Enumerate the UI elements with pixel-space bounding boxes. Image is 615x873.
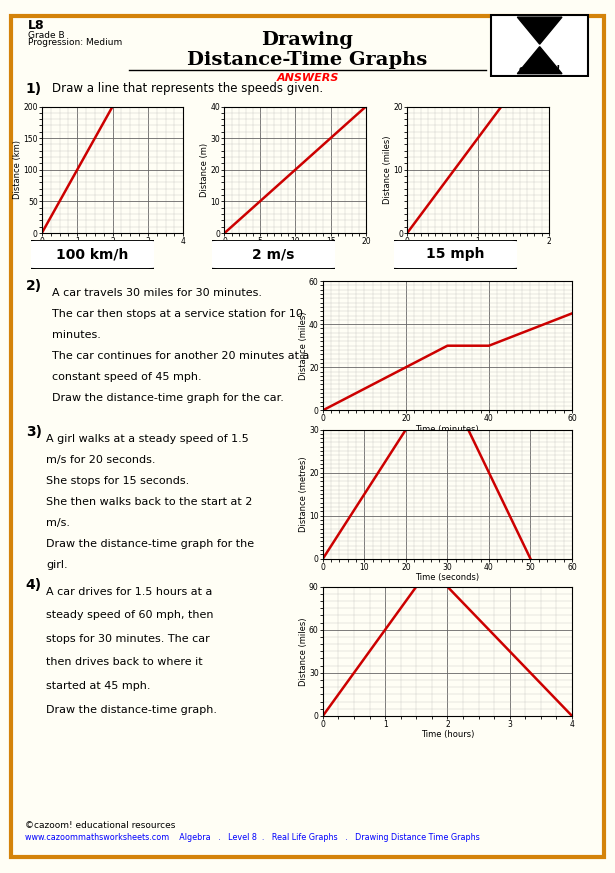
Text: A car drives for 1.5 hours at a: A car drives for 1.5 hours at a bbox=[46, 587, 213, 596]
Text: Draw a line that represents the speeds given.: Draw a line that represents the speeds g… bbox=[52, 82, 323, 95]
Text: 100 km/h: 100 km/h bbox=[56, 247, 129, 262]
FancyBboxPatch shape bbox=[389, 240, 522, 269]
Text: She then walks back to the start at 2: She then walks back to the start at 2 bbox=[46, 497, 253, 506]
Text: 4): 4) bbox=[26, 578, 42, 592]
Text: 1): 1) bbox=[26, 82, 42, 96]
Text: www.cazoommathsworksheets.com    Algebra   .   Level 8  .   Real Life Graphs   .: www.cazoommathsworksheets.com Algebra . … bbox=[25, 833, 479, 842]
Text: ANSWERS: ANSWERS bbox=[276, 73, 339, 83]
Y-axis label: Distance (miles): Distance (miles) bbox=[383, 135, 392, 204]
FancyBboxPatch shape bbox=[491, 15, 589, 76]
X-axis label: Time (hours): Time (hours) bbox=[86, 248, 139, 257]
X-axis label: Time (hours): Time (hours) bbox=[421, 731, 474, 739]
X-axis label: Time (hours): Time (hours) bbox=[451, 248, 504, 257]
Text: then drives back to where it: then drives back to where it bbox=[46, 657, 203, 667]
Text: started at 45 mph.: started at 45 mph. bbox=[46, 681, 151, 691]
Polygon shape bbox=[517, 46, 562, 73]
Text: 15 mph: 15 mph bbox=[426, 247, 485, 262]
Text: Draw the distance-time graph.: Draw the distance-time graph. bbox=[46, 705, 217, 714]
Text: cazoom!: cazoom! bbox=[518, 65, 561, 74]
Text: ©cazoom! educational resources: ©cazoom! educational resources bbox=[25, 821, 175, 829]
Text: stops for 30 minutes. The car: stops for 30 minutes. The car bbox=[46, 634, 210, 643]
Text: girl.: girl. bbox=[46, 560, 68, 569]
Text: constant speed of 45 mph.: constant speed of 45 mph. bbox=[52, 372, 202, 382]
Y-axis label: Distance (miles): Distance (miles) bbox=[298, 312, 308, 380]
Y-axis label: Distance (m): Distance (m) bbox=[200, 143, 209, 196]
Text: Drawing: Drawing bbox=[261, 31, 354, 49]
Text: A car travels 30 miles for 30 minutes.: A car travels 30 miles for 30 minutes. bbox=[52, 288, 262, 298]
Text: Progression: Medium: Progression: Medium bbox=[28, 38, 122, 47]
FancyBboxPatch shape bbox=[26, 240, 159, 269]
Text: Draw the distance-time graph for the car.: Draw the distance-time graph for the car… bbox=[52, 393, 284, 402]
Text: She stops for 15 seconds.: She stops for 15 seconds. bbox=[46, 476, 189, 485]
X-axis label: Time (seconds): Time (seconds) bbox=[263, 248, 327, 257]
Text: 2 m/s: 2 m/s bbox=[253, 247, 295, 262]
Text: A girl walks at a steady speed of 1.5: A girl walks at a steady speed of 1.5 bbox=[46, 434, 249, 443]
Y-axis label: Distance (miles): Distance (miles) bbox=[298, 617, 308, 685]
Text: minutes.: minutes. bbox=[52, 330, 101, 340]
Text: L8: L8 bbox=[28, 19, 44, 32]
Text: m/s for 20 seconds.: m/s for 20 seconds. bbox=[46, 455, 156, 464]
Text: steady speed of 60 mph, then: steady speed of 60 mph, then bbox=[46, 610, 213, 620]
FancyBboxPatch shape bbox=[11, 16, 604, 857]
Y-axis label: Distance (km): Distance (km) bbox=[13, 141, 22, 199]
FancyBboxPatch shape bbox=[207, 240, 340, 269]
Text: Distance-Time Graphs: Distance-Time Graphs bbox=[188, 51, 427, 69]
Text: Draw the distance-time graph for the: Draw the distance-time graph for the bbox=[46, 539, 254, 548]
Text: The car then stops at a service station for 10: The car then stops at a service station … bbox=[52, 309, 303, 319]
X-axis label: Time (minutes): Time (minutes) bbox=[416, 425, 479, 434]
Polygon shape bbox=[517, 17, 562, 45]
Text: 3): 3) bbox=[26, 425, 42, 439]
Text: 2): 2) bbox=[26, 279, 42, 293]
Text: The car continues for another 20 minutes at a: The car continues for another 20 minutes… bbox=[52, 351, 309, 361]
Text: m/s.: m/s. bbox=[46, 518, 70, 527]
Y-axis label: Distance (metres): Distance (metres) bbox=[298, 457, 308, 532]
X-axis label: Time (seconds): Time (seconds) bbox=[415, 574, 480, 582]
Text: Grade B: Grade B bbox=[28, 31, 65, 39]
